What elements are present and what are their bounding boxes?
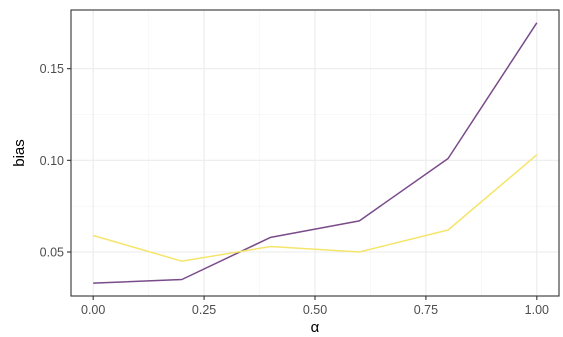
x-tick-label: 0.50	[303, 303, 327, 317]
grid-layer	[71, 10, 559, 296]
x-tick-label: 1.00	[525, 303, 549, 317]
x-tick-label: 0.75	[414, 303, 438, 317]
y-tick-label: 0.10	[40, 154, 64, 168]
x-tick-label: 0.00	[81, 303, 105, 317]
y-tick-label: 0.15	[40, 62, 64, 76]
axis-layer: 0.00 0.25 0.50 0.75 1.00 0.05 0.10 0.15	[40, 62, 549, 317]
y-axis-title: bias	[11, 139, 28, 167]
series-line-2	[92, 154, 538, 262]
series-line-1	[93, 22, 538, 284]
series-layer	[92, 22, 538, 284]
y-tick-label: 0.05	[40, 246, 64, 260]
x-tick-label: 0.25	[192, 303, 216, 317]
x-axis-title: α	[311, 319, 320, 336]
